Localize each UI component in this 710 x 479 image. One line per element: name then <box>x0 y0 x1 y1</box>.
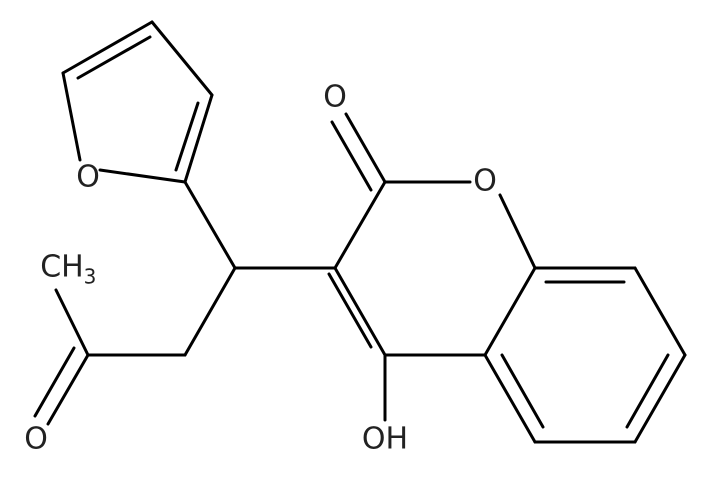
bond <box>33 346 76 418</box>
bond <box>633 266 687 357</box>
bond <box>625 353 670 429</box>
bond <box>183 180 237 270</box>
atom-label: CH <box>40 250 84 285</box>
bond <box>61 20 154 75</box>
bond <box>183 266 237 357</box>
atom-label: O <box>323 80 347 115</box>
bond <box>483 266 537 357</box>
bond <box>633 353 687 444</box>
bond <box>333 180 387 270</box>
bond <box>183 93 214 184</box>
bonds <box>33 20 687 444</box>
atom-label: OH <box>362 422 408 457</box>
bond <box>500 353 545 429</box>
bond <box>174 101 200 172</box>
bond <box>327 272 373 349</box>
bond <box>76 35 152 80</box>
bond <box>333 266 387 357</box>
atom-label: O <box>473 164 497 199</box>
bond <box>150 20 214 97</box>
atom-label: O <box>24 422 48 457</box>
bond <box>46 353 90 426</box>
bond <box>483 353 537 444</box>
bond <box>330 120 373 192</box>
bond <box>344 112 387 184</box>
bond <box>54 288 90 357</box>
bond <box>98 168 187 184</box>
atom-subscript: 3 <box>84 265 97 289</box>
bond <box>498 193 537 270</box>
atom-label: O <box>76 160 100 195</box>
bond <box>61 71 82 162</box>
